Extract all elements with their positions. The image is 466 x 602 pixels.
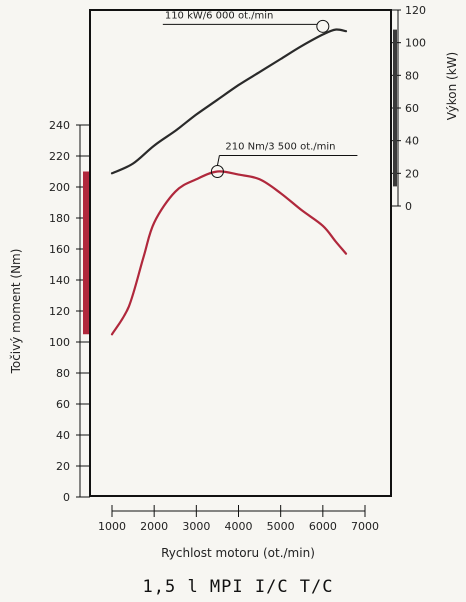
y-left-tick-label: 140 (49, 274, 70, 287)
left-axis-ticks: 0 20 40 60 80 100 120 140 160 180 200 220 240 (49, 119, 90, 504)
series-layer (110, 28, 348, 336)
x-axis-title: Rychlost motoru (ot./min) (161, 546, 315, 560)
y-left-axis-title: Točivý moment (Nm) (9, 249, 23, 375)
x-tick-label: 5000 (267, 520, 295, 533)
plot-frame (89, 9, 392, 497)
annotation-label: 210 Nm/3 500 ot./min (225, 142, 335, 153)
power-range-bar (393, 29, 397, 187)
x-axis-ticks: 1000 2000 3000 4000 5000 6000 7000 (98, 505, 379, 533)
y-left-tick-label: 0 (63, 491, 70, 504)
annotation-label: 110 kW/6 000 ot./min (165, 10, 274, 21)
y-right-tick-label: 120 (405, 4, 426, 17)
y-right-axis-title: Výkon (kW) (445, 52, 459, 120)
torque-curve (110, 170, 348, 336)
chart-title: 1,5 l MPI I/C T/C (143, 577, 334, 597)
y-right-tick-label: 100 (405, 37, 426, 50)
y-left-tick-label: 160 (49, 243, 70, 256)
y-left-tick-label: 100 (49, 336, 70, 349)
axis-range-bars (83, 29, 397, 335)
torque-range-bar (83, 171, 89, 335)
y-left-tick-label: 180 (49, 212, 70, 225)
annotation-layer: 110 kW/6 000 ot./min 210 Nm/3 500 ot./min (162, 10, 358, 178)
power-curve (110, 28, 348, 175)
x-tick-label: 4000 (225, 520, 253, 533)
y-right-tick-label: 80 (405, 69, 419, 82)
y-right-tick-label: 40 (405, 135, 419, 148)
y-left-tick-label: 200 (49, 181, 70, 194)
y-left-tick-label: 20 (56, 460, 70, 473)
y-left-tick-label: 60 (56, 398, 70, 411)
y-left-tick-label: 80 (56, 367, 70, 380)
right-axis-ticks: 0 20 40 60 80 100 120 (391, 4, 426, 213)
y-left-tick-label: 240 (49, 119, 70, 132)
y-left-tick-label: 40 (56, 429, 70, 442)
x-tick-label: 6000 (309, 520, 337, 533)
x-tick-label: 1000 (98, 520, 126, 533)
x-tick-label: 3000 (182, 520, 210, 533)
y-left-tick-label: 220 (49, 150, 70, 163)
annotation-marker (316, 19, 330, 33)
y-right-tick-label: 0 (405, 200, 412, 213)
y-right-tick-label: 20 (405, 167, 419, 180)
y-left-tick-label: 120 (49, 305, 70, 318)
y-right-tick-label: 60 (405, 102, 419, 115)
x-tick-label: 2000 (140, 520, 168, 533)
annotation-leader-stub (216, 155, 220, 166)
x-tick-label: 7000 (351, 520, 379, 533)
